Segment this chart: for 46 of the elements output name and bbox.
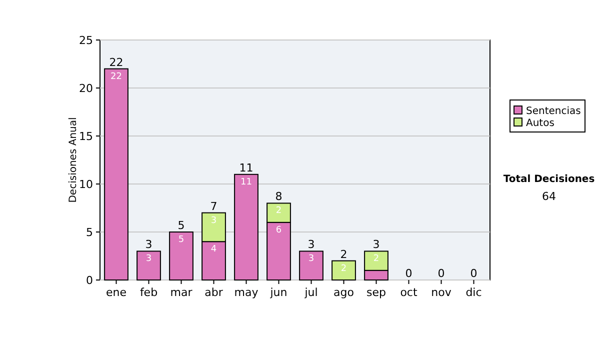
x-tick-label: mar <box>170 286 193 299</box>
total-label: 2 <box>340 248 348 261</box>
x-tick-label: ago <box>334 286 354 299</box>
total-label: 0 <box>438 267 445 280</box>
data-label: 4 <box>210 244 217 255</box>
y-tick-label: 10 <box>79 178 93 191</box>
x-tick-label: dic <box>466 286 482 299</box>
y-tick-label: 20 <box>79 82 93 95</box>
y-tick-label: 15 <box>79 130 93 143</box>
data-label: 6 <box>276 225 282 236</box>
data-label: 2 <box>276 206 282 216</box>
x-tick-label: oct <box>400 286 418 299</box>
y-tick-label: 5 <box>86 226 93 239</box>
y-tick-label: 0 <box>86 274 93 287</box>
x-tick-label: jul <box>304 286 318 299</box>
x-tick-label: ene <box>106 286 127 299</box>
data-label: 3 <box>146 254 152 264</box>
data-label: 3 <box>210 216 217 226</box>
total-label: 0 <box>405 267 412 280</box>
total-label: 3 <box>372 238 380 252</box>
total-label: 3 <box>308 238 315 252</box>
x-tick-label: may <box>234 286 259 299</box>
x-tick-label: sep <box>366 286 386 299</box>
y-tick-label: 25 <box>79 34 93 47</box>
total-label: 7 <box>210 200 218 213</box>
x-tick-label: abr <box>204 286 224 299</box>
data-label: 2 <box>373 254 380 264</box>
total-label: 3 <box>145 238 152 252</box>
total-label: 5 <box>178 219 185 232</box>
data-label: 22 <box>110 72 122 82</box>
total-label: 11 <box>239 161 254 174</box>
data-label: 3 <box>308 254 314 264</box>
x-tick-label: feb <box>140 286 158 299</box>
total-label: 8 <box>275 190 282 204</box>
text: 64 <box>542 190 556 203</box>
data-label: 5 <box>178 235 184 245</box>
data-label: 2 <box>340 264 347 274</box>
total-label: 22 <box>109 56 124 69</box>
legend-label: Sentencias <box>526 106 581 117</box>
legend-label: Autos <box>526 118 554 129</box>
y-axis-title: Decisiones Anual <box>68 117 79 203</box>
data-label: 11 <box>240 177 252 188</box>
x-tick-label: nov <box>431 286 452 299</box>
text: Total Decisiones <box>503 174 595 185</box>
x-tick-label: jun <box>269 286 288 299</box>
total-label: 0 <box>470 267 478 280</box>
